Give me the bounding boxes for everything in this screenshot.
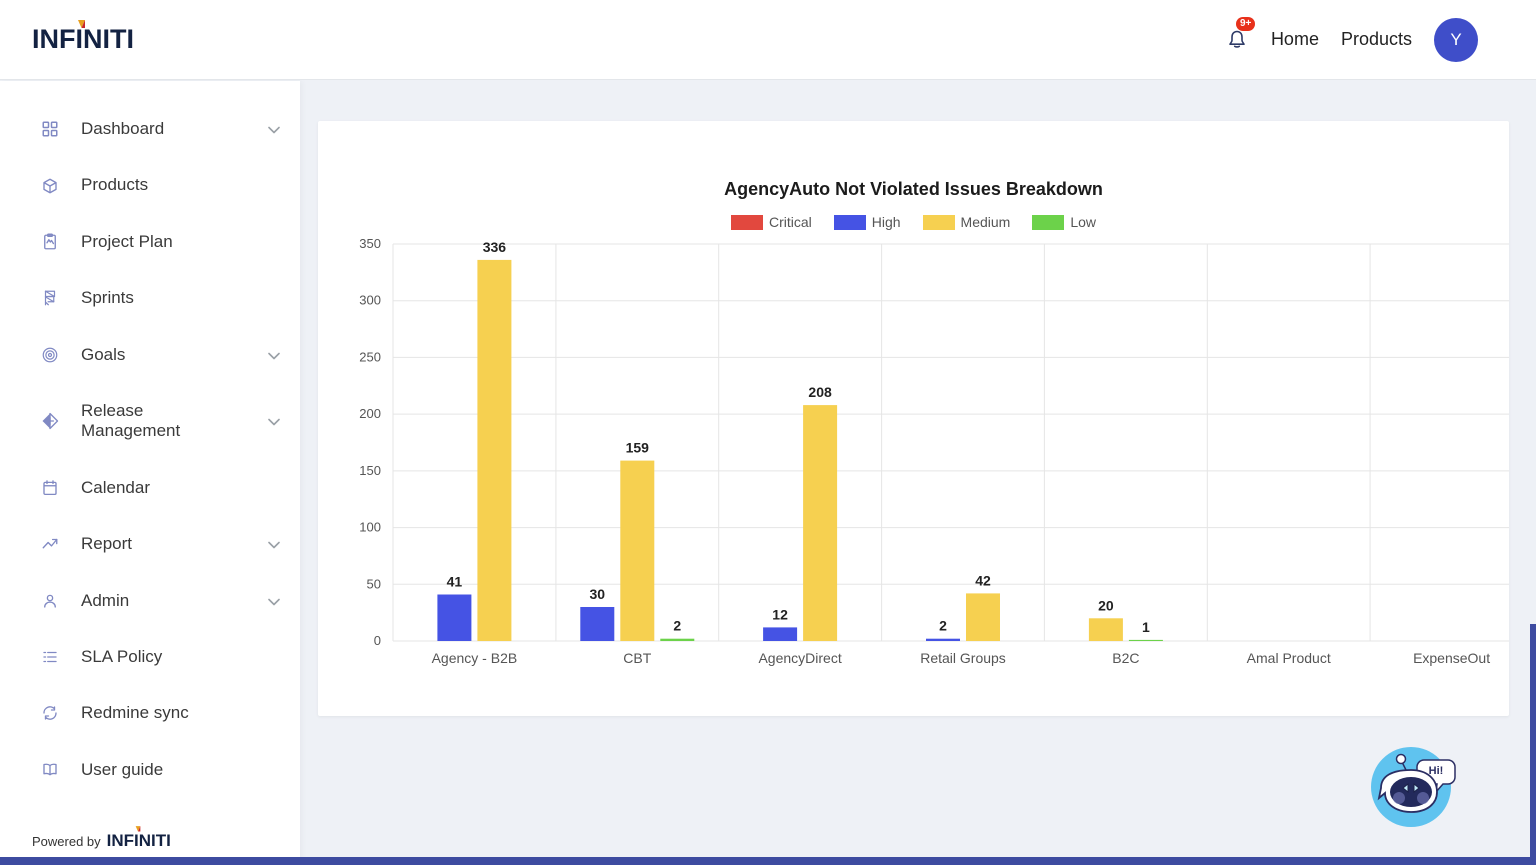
svg-text:AgencyDirect: AgencyDirect <box>758 650 841 666</box>
svg-text:Amal Product: Amal Product <box>1247 650 1331 666</box>
svg-text:12: 12 <box>772 606 788 622</box>
svg-text:ExpenseOut: ExpenseOut <box>1413 650 1490 666</box>
svg-text:350: 350 <box>359 236 381 251</box>
svg-text:Retail Groups: Retail Groups <box>920 650 1006 666</box>
svg-text:336: 336 <box>483 239 507 255</box>
svg-text:100: 100 <box>359 520 381 535</box>
svg-text:41: 41 <box>447 574 463 590</box>
svg-text:159: 159 <box>626 440 650 456</box>
svg-text:300: 300 <box>359 293 381 308</box>
svg-text:B2C: B2C <box>1112 650 1139 666</box>
svg-text:250: 250 <box>359 349 381 364</box>
svg-text:150: 150 <box>359 463 381 478</box>
svg-text:50: 50 <box>367 576 381 591</box>
svg-text:2: 2 <box>673 618 681 634</box>
svg-text:208: 208 <box>808 384 832 400</box>
svg-text:2: 2 <box>939 618 947 634</box>
svg-text:30: 30 <box>590 586 606 602</box>
svg-text:Agency - B2B: Agency - B2B <box>432 650 518 666</box>
svg-text:200: 200 <box>359 406 381 421</box>
svg-text:0: 0 <box>374 633 381 648</box>
svg-text:Hi!: Hi! <box>1429 765 1444 777</box>
svg-text:20: 20 <box>1098 597 1114 613</box>
svg-text:1: 1 <box>1142 619 1150 635</box>
svg-text:42: 42 <box>975 572 991 588</box>
svg-text:CBT: CBT <box>623 650 651 666</box>
